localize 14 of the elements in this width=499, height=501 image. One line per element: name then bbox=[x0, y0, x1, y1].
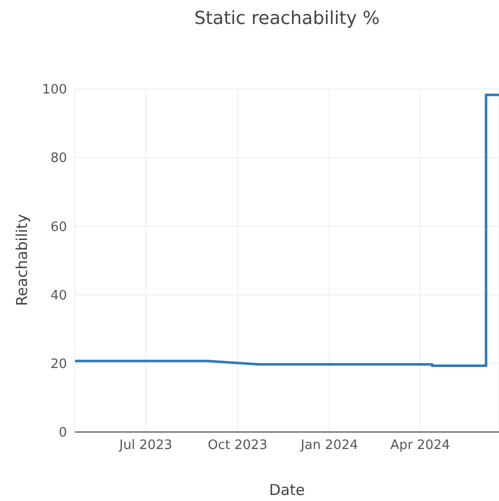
x-tick-label: Jan 2024 bbox=[300, 438, 358, 454]
y-tick-label: 0 bbox=[58, 426, 67, 441]
x-tick-label: Oct 2023 bbox=[208, 438, 268, 454]
y-axis-title: Reachability bbox=[13, 214, 31, 306]
y-tick-label: 80 bbox=[50, 151, 67, 166]
y-tick-label: 40 bbox=[50, 288, 67, 304]
x-tick-label: Apr 2024 bbox=[390, 438, 450, 454]
line-series bbox=[75, 94, 499, 368]
x-tick-label: Jul 2023 bbox=[118, 438, 172, 454]
chart-title: Static reachability % bbox=[193, 8, 381, 29]
y-tick-label: 100 bbox=[42, 82, 67, 98]
x-axis-title: Date bbox=[268, 481, 306, 499]
y-tick-label: 20 bbox=[50, 357, 67, 372]
y-tick-label: 60 bbox=[50, 220, 67, 235]
